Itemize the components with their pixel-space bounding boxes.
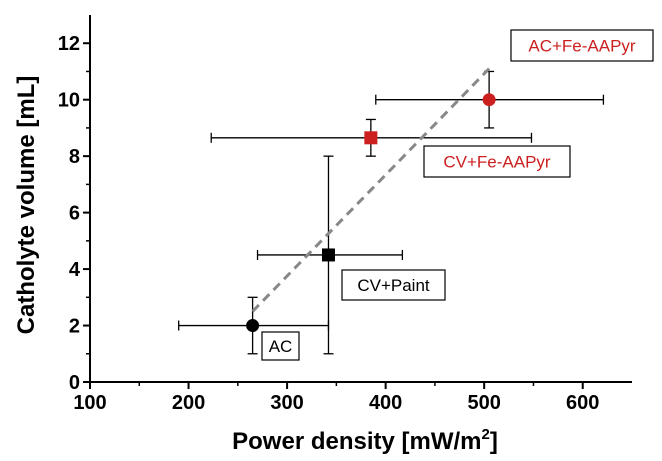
y-tick-label: 10 (58, 90, 80, 112)
y-tick-label: 12 (58, 33, 80, 55)
x-tick-label: 200 (172, 392, 205, 414)
annotation-box (510, 29, 654, 62)
point-marker (364, 131, 378, 145)
x-tick-label: 100 (73, 392, 106, 414)
point-marker (246, 319, 260, 333)
error-bars (178, 70, 605, 355)
y-tick-label: 8 (69, 146, 80, 168)
point-marker (482, 93, 496, 107)
annotation-text: AC (269, 337, 293, 356)
data-markers (246, 93, 496, 333)
y-tick-label: 2 (69, 316, 80, 338)
x-axis-title-sup: 2 (482, 426, 490, 443)
y-tick-label: 0 (69, 372, 80, 394)
y-tick-label: 4 (69, 259, 81, 281)
y-tick-label: 6 (69, 203, 80, 225)
annotation-text: CV+Fe-AAPyr (443, 153, 551, 172)
annotation-label: AC (261, 331, 300, 361)
x-tick-label: 600 (566, 392, 599, 414)
x-axis-title-end: ] (490, 428, 498, 455)
annotation-box (261, 331, 300, 361)
annotation-label: CV+Fe-AAPyr (423, 145, 571, 178)
trendline-dashed (251, 67, 491, 313)
x-axis-title-main: Power density [mW/m (232, 428, 481, 455)
annotation-text: AC+Fe-AAPyr (528, 37, 636, 56)
annotation-box (341, 269, 446, 301)
annotation-box (423, 145, 571, 178)
trendline (251, 67, 491, 313)
x-tick-label: 300 (270, 392, 303, 414)
annotations: AC CV+Paint CV+Fe-AAPyr AC+Fe-AAPyr (261, 29, 654, 361)
axes: 100 200 300 400 500 600 0 2 4 6 8 10 12 (58, 15, 632, 414)
x-tick-label: 500 (467, 392, 500, 414)
y-axis-title: Catholyte volume [mL] (13, 76, 40, 335)
x-axis-title: Power density [mW/m2] (232, 426, 498, 455)
annotation-label: CV+Paint (341, 269, 446, 301)
point-marker (321, 248, 335, 262)
annotation-text: CV+Paint (357, 276, 430, 295)
x-tick-label: 400 (369, 392, 402, 414)
annotation-label: AC+Fe-AAPyr (510, 29, 654, 62)
